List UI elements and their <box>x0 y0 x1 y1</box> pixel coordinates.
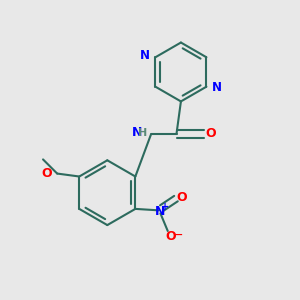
Text: H: H <box>138 128 147 138</box>
Text: −: − <box>173 230 183 239</box>
Text: N: N <box>212 81 222 94</box>
Text: O: O <box>176 190 187 204</box>
Text: N: N <box>132 126 142 140</box>
Text: O: O <box>206 127 216 140</box>
Text: N: N <box>155 205 166 218</box>
Text: O: O <box>165 230 176 243</box>
Text: +: + <box>161 202 169 212</box>
Text: N: N <box>140 49 150 62</box>
Text: O: O <box>42 167 52 180</box>
